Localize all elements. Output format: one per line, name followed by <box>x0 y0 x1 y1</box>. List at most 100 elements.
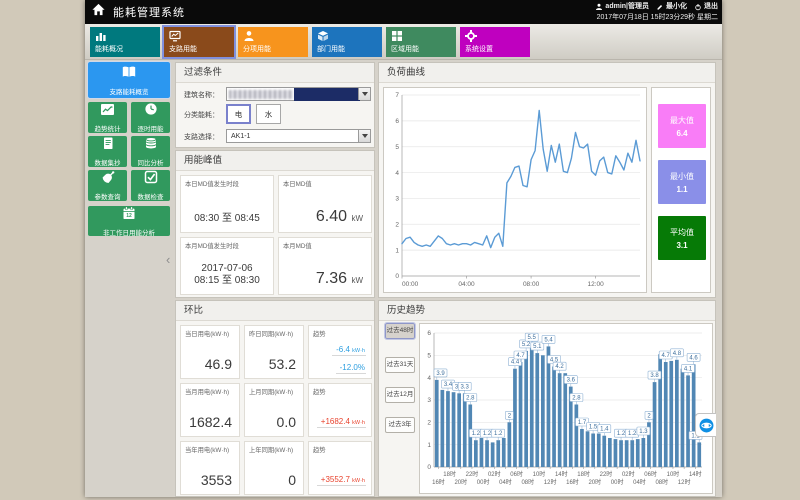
today-md-period-value: 08:30 至 08:45 <box>181 209 273 224</box>
svg-text:2: 2 <box>395 221 399 228</box>
today-md-value-cell: 本日MD值 6.40 kW <box>278 175 372 233</box>
user-menu[interactable]: admin|管理员 <box>595 1 649 12</box>
svg-text:5.1: 5.1 <box>533 344 542 350</box>
current-usage-value: 3553 <box>201 472 232 488</box>
svg-text:7: 7 <box>395 92 399 99</box>
previous-usage-cell: 上年同期(kW·h)0 <box>244 441 304 495</box>
branch-select[interactable]: AK1-1 <box>226 129 371 143</box>
svg-text:1.7: 1.7 <box>578 420 587 426</box>
current-usage-value: 1682.4 <box>189 414 232 430</box>
range-48h-button[interactable]: 过去48时 <box>385 323 415 339</box>
minimize-button[interactable]: 最小化 <box>656 1 687 12</box>
previous-usage-cell: 上月同期(kW·h)0.0 <box>244 383 304 437</box>
today-md-value: 6.40 <box>316 208 347 225</box>
remote-control-side-tab[interactable] <box>695 413 716 437</box>
history-trend-title: 历史趋势 <box>379 301 715 321</box>
svg-text:12时: 12时 <box>678 478 691 486</box>
svg-text:4: 4 <box>427 375 431 382</box>
avg-value-badge: 平均值3.1 <box>658 216 706 260</box>
top-bar: 能耗管理系统 admin|管理员 最小化 退出 2017年07月18日 15时2… <box>85 0 722 24</box>
svg-text:04时: 04时 <box>499 478 512 486</box>
sidebar-item-branch-overview[interactable]: 支路能耗概览 <box>88 62 170 98</box>
user-name: admin|管理员 <box>605 1 649 12</box>
sidebar-collapse-chevron[interactable]: ‹ <box>166 252 170 267</box>
branch-select-label: 支路选择： <box>184 132 219 142</box>
trend-cell: 趋势 +1682.4 kW·h <box>308 383 372 437</box>
category-electric-button[interactable]: 电 <box>226 104 251 124</box>
svg-text:4.8: 4.8 <box>673 351 682 357</box>
svg-text:0: 0 <box>395 273 399 280</box>
svg-text:2.8: 2.8 <box>466 396 475 402</box>
logout-button[interactable]: 退出 <box>694 1 718 12</box>
svg-text:3.8: 3.8 <box>650 373 659 379</box>
sidebar-item-hourly-energy[interactable]: 逐时用能 <box>131 102 170 133</box>
svg-text:0: 0 <box>427 464 431 471</box>
tab-system-settings[interactable]: 系统设置 <box>460 27 530 57</box>
svg-text:2: 2 <box>427 420 431 427</box>
sidebar-item-data-collection[interactable]: 数据集抄 <box>88 136 127 167</box>
tab-category-energy[interactable]: 分项用能 <box>238 27 308 57</box>
previous-usage-value: 53.2 <box>269 356 296 372</box>
book-icon <box>121 65 137 84</box>
svg-text:1.2: 1.2 <box>628 431 637 437</box>
range-3y-button[interactable]: 过去3年 <box>385 417 415 433</box>
sidebar-item-yoy-analysis[interactable]: 同比分析 <box>131 136 170 167</box>
sidebar-item-nonworkday-analysis[interactable]: 12 非工作日用能分析 <box>88 206 170 236</box>
app-window: 能耗管理系统 admin|管理员 最小化 退出 2017年07月18日 15时2… <box>85 0 722 497</box>
tab-department-energy[interactable]: 部门用能 <box>312 27 382 57</box>
svg-text:20时: 20时 <box>588 478 601 486</box>
load-curve-chart: 0 1 2 3 4 5 6 7 00:00 04:00 08:00 12:00 <box>383 87 647 293</box>
svg-text:1.2: 1.2 <box>617 431 626 437</box>
energy-peak-panel: 用能峰值 本日MD值发生时段 08:30 至 08:45 本日MD值 6.40 … <box>175 150 375 298</box>
logout-label: 退出 <box>704 1 718 12</box>
svg-text:14时: 14时 <box>689 470 702 478</box>
check-square-icon <box>144 170 158 189</box>
svg-text:1.2: 1.2 <box>494 431 503 437</box>
trend-cell: 趋势 -6.4 kW·h -12.0% <box>308 325 372 379</box>
tab-branch-energy[interactable]: 支路用能 <box>164 27 234 57</box>
svg-text:3.6: 3.6 <box>567 378 576 384</box>
energy-peak-title: 用能峰值 <box>176 151 374 171</box>
svg-text:1.5: 1.5 <box>589 425 598 431</box>
sidebar-item-parameter-query[interactable]: 参数查询 <box>88 170 127 201</box>
svg-text:3.4: 3.4 <box>444 382 453 388</box>
branch-dropdown-arrow[interactable] <box>358 130 370 142</box>
remote-control-icon <box>699 418 714 433</box>
load-curve-panel: 负荷曲线 0 1 2 3 4 5 6 7 00:00 04:00 08:00 1… <box>378 62 716 298</box>
svg-text:22时: 22时 <box>466 470 479 478</box>
svg-text:4.2: 4.2 <box>555 364 564 370</box>
svg-text:10时: 10时 <box>667 470 680 478</box>
datetime-text: 2017年07月18日 15时23分29秒 星期二 <box>595 12 718 23</box>
app-title: 能耗管理系统 <box>113 4 185 20</box>
sidebar-item-trend-stats[interactable]: 趋势统计 <box>88 102 127 133</box>
svg-text:22时: 22时 <box>600 470 613 478</box>
home-icon <box>91 2 106 22</box>
svg-text:08时: 08时 <box>655 478 668 486</box>
document-icon <box>101 136 115 155</box>
building-dropdown-arrow[interactable] <box>358 88 370 100</box>
min-value: 1.1 <box>676 185 687 194</box>
calendar-icon: 12 <box>122 206 136 225</box>
svg-text:12: 12 <box>126 213 132 219</box>
tab-area-energy[interactable]: 区域用能 <box>386 27 456 57</box>
filter-panel-title: 过滤条件 <box>176 63 374 83</box>
svg-text:1.3: 1.3 <box>639 429 648 435</box>
svg-text:5.4: 5.4 <box>544 337 553 343</box>
svg-text:3.3: 3.3 <box>461 384 470 390</box>
sidebar-item-data-check[interactable]: 数据检查 <box>131 170 170 201</box>
svg-text:04时: 04时 <box>633 478 646 486</box>
tab-energy-overview[interactable]: 能耗概况 <box>90 27 160 57</box>
current-usage-value: 46.9 <box>205 356 232 372</box>
filter-panel: 过滤条件 建筑名称： 分类能耗： 电 水 支路选择： AK1-1 <box>175 62 375 148</box>
svg-text:4.6: 4.6 <box>689 355 698 361</box>
building-name-select[interactable] <box>226 87 371 101</box>
current-usage-cell: 当日用电(kW·h)46.9 <box>180 325 240 379</box>
svg-text:2.8: 2.8 <box>572 396 581 402</box>
trend-value: +3552.7 kW·h <box>317 475 366 486</box>
svg-text:10时: 10时 <box>533 470 546 478</box>
range-12m-button[interactable]: 过去12月 <box>385 387 415 403</box>
range-31d-button[interactable]: 过去31天 <box>385 357 415 373</box>
category-water-button[interactable]: 水 <box>256 104 281 124</box>
trend-value: -6.4 kW·h <box>332 345 366 356</box>
max-value-badge: 最大值6.4 <box>658 104 706 148</box>
